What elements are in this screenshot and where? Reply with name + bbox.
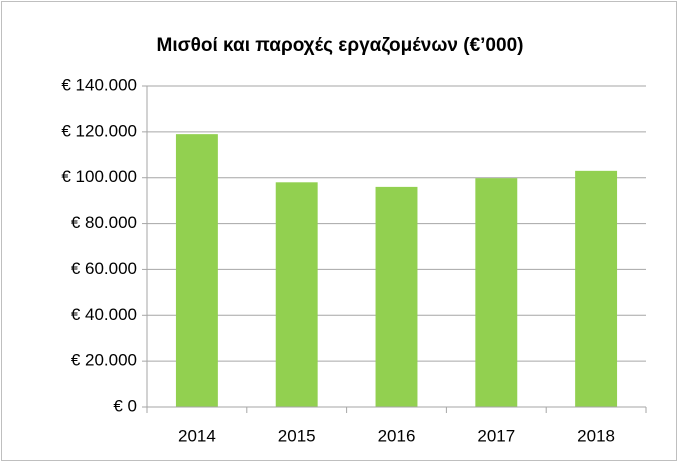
bar: [275, 182, 318, 407]
y-tick-label: € 60.000: [71, 259, 137, 278]
y-tick-label: € 40.000: [71, 305, 137, 324]
bar: [175, 134, 218, 407]
y-tick-label: € 100.000: [61, 167, 137, 186]
x-tick-label: 2016: [378, 426, 416, 445]
x-tick-label: 2015: [278, 426, 316, 445]
x-tick-label: 2018: [577, 426, 615, 445]
y-tick-label: € 80.000: [71, 213, 137, 232]
bar: [575, 170, 618, 407]
chart-title: Μισθοί και παροχές εργαζομένων (€’000): [157, 35, 524, 56]
x-tick-label: 2017: [477, 426, 515, 445]
y-tick-label: € 120.000: [61, 121, 137, 140]
bar: [475, 178, 518, 407]
x-tick-label: 2014: [178, 426, 216, 445]
y-tick-label: € 140.000: [61, 75, 137, 94]
bar: [375, 186, 418, 407]
y-tick-label: € 0: [113, 396, 137, 415]
y-tick-label: € 20.000: [71, 351, 137, 370]
